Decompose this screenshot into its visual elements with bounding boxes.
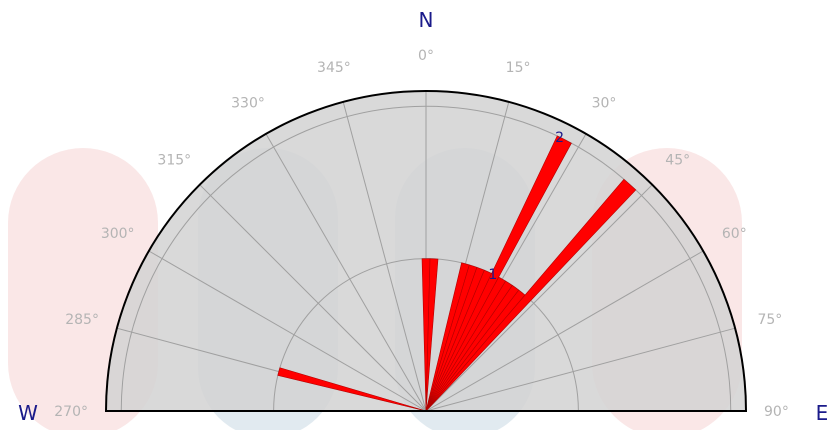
bar xyxy=(425,135,572,412)
radial-gridline xyxy=(120,105,732,412)
radial-tick-label: 1 xyxy=(488,267,497,283)
bar xyxy=(277,367,427,412)
angle-gridline xyxy=(425,250,704,412)
angle-gridline xyxy=(342,101,427,412)
bar-series xyxy=(277,135,637,412)
compass-east-label: E xyxy=(816,401,829,425)
bar xyxy=(425,178,637,412)
angle-tick-label: 90° xyxy=(764,404,789,420)
angle-tick-label: 60° xyxy=(722,226,747,242)
angle-tick-label: 45° xyxy=(665,152,690,168)
radial-tick-labels: 12 xyxy=(488,130,564,283)
angle-tick-label: 300° xyxy=(101,226,135,242)
plot-outline xyxy=(104,90,748,412)
angle-gridline xyxy=(148,250,427,412)
angle-tick-label: 30° xyxy=(592,96,617,112)
angle-gridline xyxy=(425,184,653,412)
bar xyxy=(425,258,439,412)
angle-tick-labels: 270° 285° 300° 315° 330° 345° 0° 15° 30° 45° 60° 75… xyxy=(54,48,789,420)
compass-north-label: N xyxy=(419,8,434,32)
angle-tick-label: 270° xyxy=(54,404,88,420)
radial-tick-label: 2 xyxy=(555,130,564,146)
angle-tick-label: 75° xyxy=(757,312,782,328)
compass-west-label: W xyxy=(18,401,38,425)
angle-gridline xyxy=(199,184,427,412)
angle-tick-label: 285° xyxy=(65,312,99,328)
angle-tick-label: 330° xyxy=(231,96,265,112)
angle-gridline xyxy=(425,327,736,412)
angle-tick-label: 345° xyxy=(317,60,351,76)
angle-tick-label: 15° xyxy=(506,60,531,76)
angle-tick-label: 0° xyxy=(418,48,434,64)
angle-tick-label: 315° xyxy=(157,152,191,168)
angle-gridline xyxy=(265,133,427,412)
